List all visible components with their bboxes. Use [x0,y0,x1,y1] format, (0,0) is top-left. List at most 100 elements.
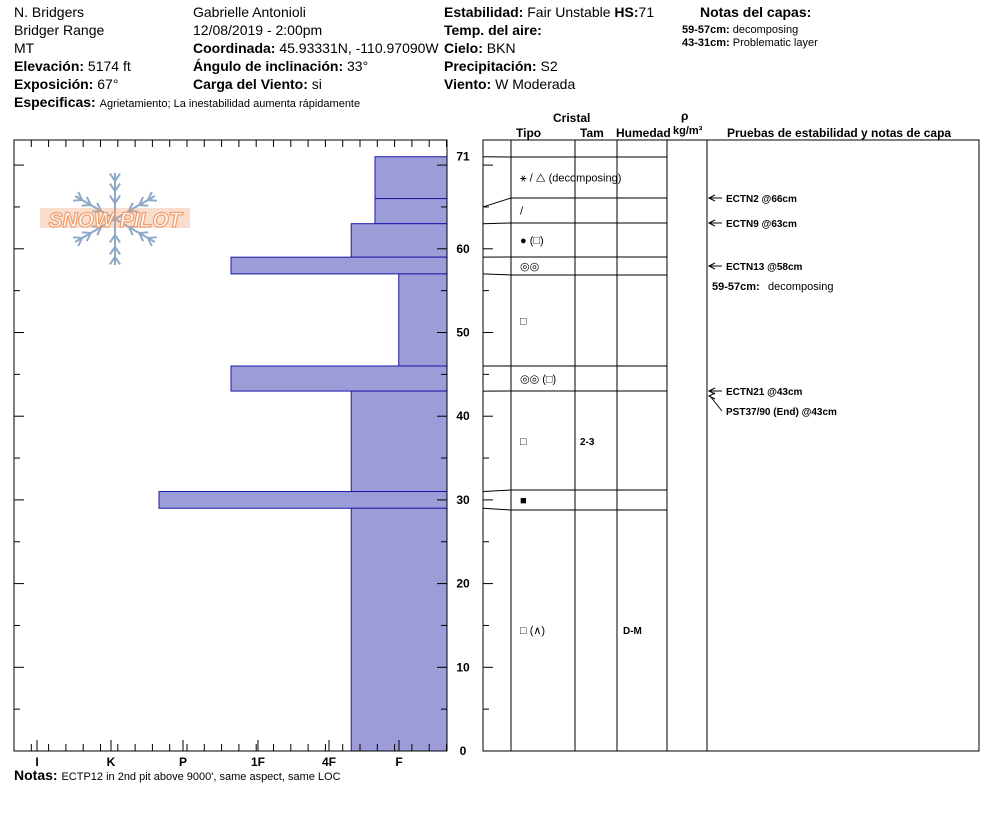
air-temp-label: Temp. del aire: [444,22,542,38]
precip-row: Precipitación: S2 [444,58,558,74]
grain-type-symbol: ■ [520,495,527,507]
snowflake-branch [109,256,116,265]
range-text: Bridger Range [14,22,105,38]
grain-type-symbol: ◎◎ (□) [520,374,556,386]
state-text: MT [14,40,35,56]
snowflake-branch [114,173,121,182]
grain-type-symbol: □ (∧) [520,625,545,637]
boundary-connector [482,273,512,276]
snowflake-branch [128,210,138,213]
rho-unit: kg/m³ [673,125,703,137]
snowflake-branch [92,210,102,213]
layer-note-text: Problematic layer [732,37,818,49]
tests-header: Pruebas de estabilidad y notas de capa [727,126,952,140]
hardness-bar [350,507,448,752]
boundary-connector [482,197,512,208]
observer-text: Gabrielle Antonioli [193,4,306,20]
depth-label: 30 [456,493,470,507]
specifics-value: Agrietamiento; La inestabilidad aumenta … [99,98,361,110]
coordinate-value: 45.93331N, -110.97090W [279,40,439,56]
hardness-bar [398,273,448,367]
panel-note-range: 59-57cm: [712,281,760,293]
layer-note-range: 59-57cm: [682,24,730,36]
hardness-bar [230,365,448,392]
wind-loading-value: si [311,76,322,92]
test-arrowhead [707,387,716,395]
elevation-value: 5174 ft [87,58,131,74]
snowflake-branch [138,232,145,242]
grain-type-symbol: □ [520,436,527,448]
snowflake-branch [73,236,83,239]
snowflake-branch [96,202,103,212]
snowflake-branch [114,256,121,265]
layer-table-frame [482,139,980,752]
coordinate-row: Coordinada: 45.93331N, -110.97090W [193,40,439,56]
snowflake-branch [147,199,157,202]
stability-label: Estabilidad: [444,4,524,20]
test-arrowhead [707,219,716,227]
hardness-bar [374,198,448,225]
wind-value: W Moderada [495,76,576,92]
sky-value: BKN [486,40,516,56]
layer-notes-title: Notas del capas: [700,4,812,20]
rho-header: ρ [681,109,689,123]
stability-test-label: ECTN9 @63cm [726,219,797,230]
depth-label: 60 [456,242,470,256]
hardness-profile [158,156,448,752]
layer-note-1: 59-57cm: decomposing [682,24,798,37]
snowflake-branch [85,232,92,242]
stability-test-label: ECTN2 @66cm [726,194,797,205]
snowflake-branch [77,191,83,201]
test-arrowhead [707,392,716,400]
snowflake-branch [139,231,149,234]
depth-label: 10 [456,660,470,674]
snowflake-branch [114,234,121,243]
snowflake-branch [128,225,138,228]
snowflake-branch [139,204,149,207]
snowflake-branch [92,225,102,228]
hardness-tick-label: 4F [322,755,336,769]
hs-label: HS: [614,4,639,20]
depth-label: 0 [460,744,467,758]
snowflake-branch [109,173,116,182]
grain-type-symbol: ● (□) [520,235,544,247]
layer-table: ⚹ / △ (decomposing) / ● (□) ◎◎ □ ◎◎ (□) □ 2-3 ■ □… [482,140,837,751]
snowflake-branch [109,183,116,192]
hardness-tick-label: K [107,755,116,769]
aspect-label: Exposición: [14,76,94,92]
tipo-header: Tipo [516,126,542,140]
grain-size-value: 2-3 [580,437,595,448]
coordinate-label: Coordinada: [193,40,276,56]
grain-type-symbol: / [520,206,524,218]
sky-label: Cielo: [444,40,483,56]
snowflake-branch [114,183,121,192]
slope-label: Ángulo de inclinación: [193,58,344,74]
precip-label: Precipitación: [444,58,537,74]
snowflake-branch [109,234,116,243]
snowflake-branch [127,202,134,212]
stability-test-label: ECTN21 @43cm [726,387,803,398]
depth-label: 71 [456,150,470,164]
boundary-connector [482,507,512,511]
notes-value: ECTP12 in 2nd pit above 9000', same aspe… [61,771,341,783]
slope-row: Ángulo de inclinación: 33° [193,58,368,74]
sky-row: Cielo: BKN [444,40,516,56]
layer-note-2: 43-31cm: Problematic layer [682,37,818,50]
humedad-header: Humedad [616,126,671,140]
specifics-row: Especificas: Agrietamiento; La inestabil… [14,94,360,112]
notes-label: Notas: [14,767,58,783]
panel-note-text: decomposing [768,281,833,293]
snowflake-branch [114,195,121,204]
logo-text: SNOW PILOT [49,209,184,232]
stability-value: Fair Unstable [527,4,611,20]
hardness-bar [158,491,448,509]
snowflake-branch [85,196,92,206]
snowflake-branch [127,226,134,236]
cristal-header: Cristal [553,111,591,125]
test-arrowhead [707,194,716,202]
axis-ticks: I K P 1F 4F F 71 60 50 40 30 20 10 0 [13,140,493,769]
hardness-plot-frame [13,139,448,752]
wind-loading-label: Carga del Viento: [193,76,308,92]
footer-notes: Notas: ECTP12 in 2nd pit above 9000', sa… [14,767,341,785]
